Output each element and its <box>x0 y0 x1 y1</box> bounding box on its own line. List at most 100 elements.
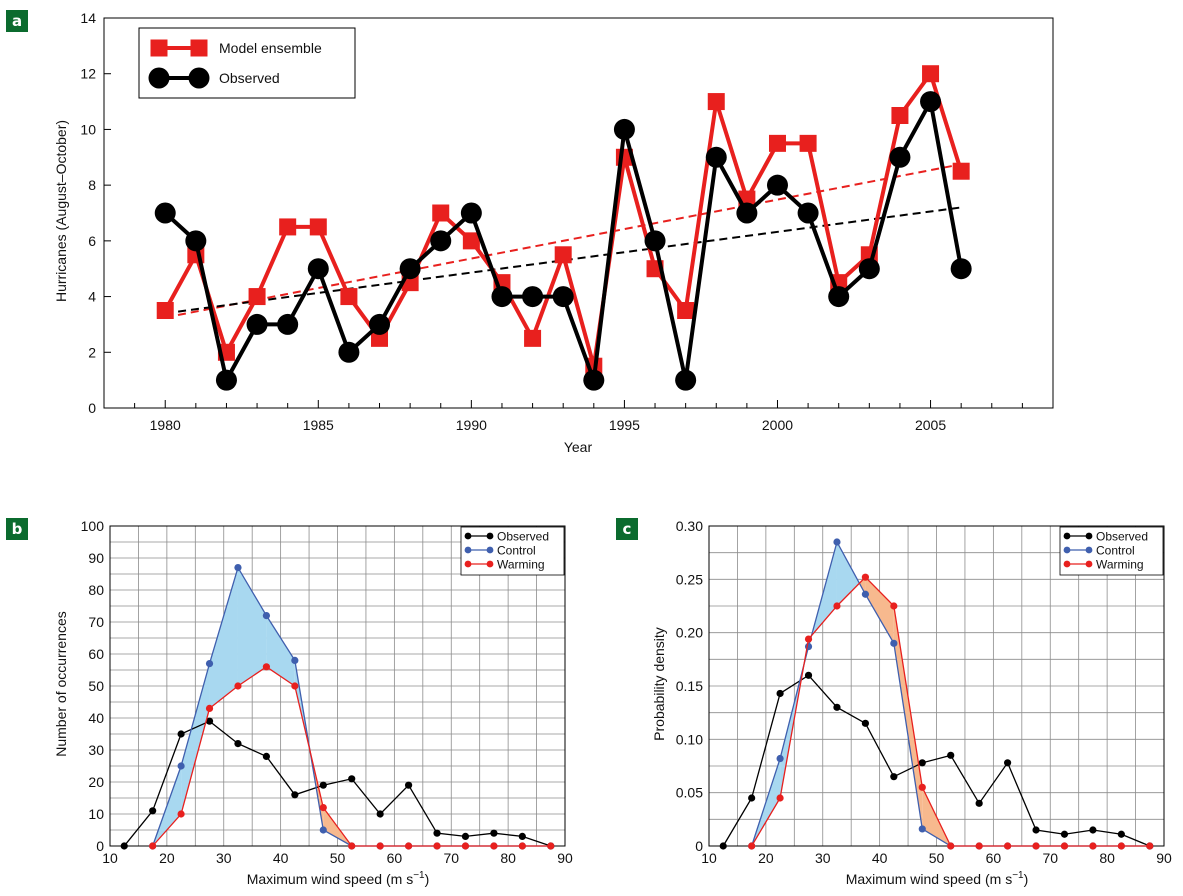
point-warming <box>376 842 384 850</box>
point-warming <box>461 842 470 850</box>
marker-observed <box>797 202 819 224</box>
series-line-observed <box>722 674 1151 847</box>
marker-observed <box>736 202 758 224</box>
x-tick-label: 50 <box>330 850 346 866</box>
point-warming <box>861 573 870 581</box>
point-control <box>833 538 841 546</box>
difference-fill <box>209 567 238 709</box>
point-warming <box>947 842 955 850</box>
point-warming <box>348 842 356 850</box>
legend-label-a: Observed <box>219 70 280 86</box>
point-warming <box>1060 842 1069 850</box>
marker-observed <box>185 230 207 252</box>
legend-marker <box>1063 532 1071 540</box>
point-warming <box>748 842 756 850</box>
y-tick-label: 80 <box>88 582 104 598</box>
legend-marker-a <box>188 67 210 89</box>
legend-label: Warming <box>497 558 545 572</box>
x-tick-label: 30 <box>216 850 232 866</box>
point-control <box>291 656 299 665</box>
marker-observed <box>950 258 972 280</box>
point-warming <box>291 682 299 690</box>
point-observed <box>291 791 299 799</box>
x-tick-label: 80 <box>500 850 516 866</box>
marker-model-ensemble <box>554 246 572 264</box>
marker-model-ensemble <box>922 65 940 83</box>
x-tick-label: 80 <box>1099 850 1115 866</box>
y-axis-title-b: Number of occurrences <box>53 611 69 757</box>
marker-model-ensemble <box>891 107 909 124</box>
y-tick-label: 30 <box>88 742 104 758</box>
marker-observed <box>889 146 911 168</box>
marker-model-ensemble <box>768 134 786 152</box>
marker-observed <box>399 258 421 280</box>
point-warming <box>776 794 784 802</box>
y-tick-label: 70 <box>88 614 104 630</box>
x-tick-label-a: 2000 <box>762 417 793 433</box>
marker-observed <box>491 286 513 308</box>
marker-observed <box>920 91 942 113</box>
x-tick-label: 50 <box>929 850 945 866</box>
series-line-observed <box>123 720 551 847</box>
marker-model-ensemble <box>462 232 480 250</box>
point-warming <box>1032 842 1040 850</box>
y-tick-label: 0.25 <box>676 571 703 587</box>
x-tick-label: 70 <box>1042 850 1058 866</box>
legend-box-a <box>138 27 356 99</box>
y-tick-label-a: 4 <box>88 289 96 305</box>
legend-label: Warming <box>1096 558 1144 572</box>
series-line-warming <box>751 576 1150 847</box>
x-tick-label: 90 <box>1156 850 1172 866</box>
point-observed <box>975 799 983 807</box>
legend-label: Control <box>1096 544 1135 558</box>
point-warming <box>490 842 498 850</box>
point-observed <box>719 842 727 850</box>
legend-marker <box>464 560 472 568</box>
x-axis-title: Maximum wind speed (m s−1) <box>846 870 1029 887</box>
x-tick-label: 20 <box>159 850 175 866</box>
point-control <box>918 825 926 833</box>
point-warming <box>1003 842 1012 850</box>
point-observed <box>490 829 498 837</box>
point-observed <box>461 832 470 841</box>
point-control <box>262 612 271 620</box>
point-observed <box>833 703 841 711</box>
marker-observed <box>369 313 391 335</box>
point-observed <box>262 752 271 761</box>
marker-observed <box>613 118 635 140</box>
difference-fill <box>859 577 866 595</box>
y-tick-label: 0.30 <box>676 518 703 534</box>
point-warming <box>833 602 841 610</box>
point-warming <box>234 682 242 690</box>
legend-marker <box>486 560 494 568</box>
difference-fill <box>266 615 295 686</box>
panel-b-badge: b <box>6 518 28 540</box>
plot-frame-a <box>103 17 1054 409</box>
difference-fill <box>237 567 267 686</box>
marker-observed <box>277 313 299 335</box>
point-observed <box>376 810 384 818</box>
point-observed <box>205 717 214 725</box>
point-warming <box>518 842 526 850</box>
y-tick-label: 60 <box>88 646 104 662</box>
point-warming <box>149 842 157 850</box>
point-warming <box>262 663 271 671</box>
y-tick-label: 0 <box>695 838 703 854</box>
point-warming <box>918 783 926 791</box>
x-tick-label: 60 <box>387 850 403 866</box>
marker-observed <box>766 174 788 196</box>
y-axis-title-a: Hurricanes (August–October) <box>53 120 69 302</box>
point-warming <box>1146 842 1154 850</box>
point-observed <box>149 807 157 815</box>
x-tick-label-a: 2005 <box>915 417 946 433</box>
marker-model-ensemble <box>677 302 695 319</box>
panel-c-badge: c <box>616 518 638 540</box>
marker-observed <box>675 369 697 391</box>
legend-marker <box>464 532 472 540</box>
x-tick-label-a: 1980 <box>150 417 181 433</box>
point-observed <box>1060 830 1069 838</box>
legend-marker <box>1085 560 1093 568</box>
y-tick-label: 0 <box>96 838 104 854</box>
point-warming <box>890 602 898 610</box>
